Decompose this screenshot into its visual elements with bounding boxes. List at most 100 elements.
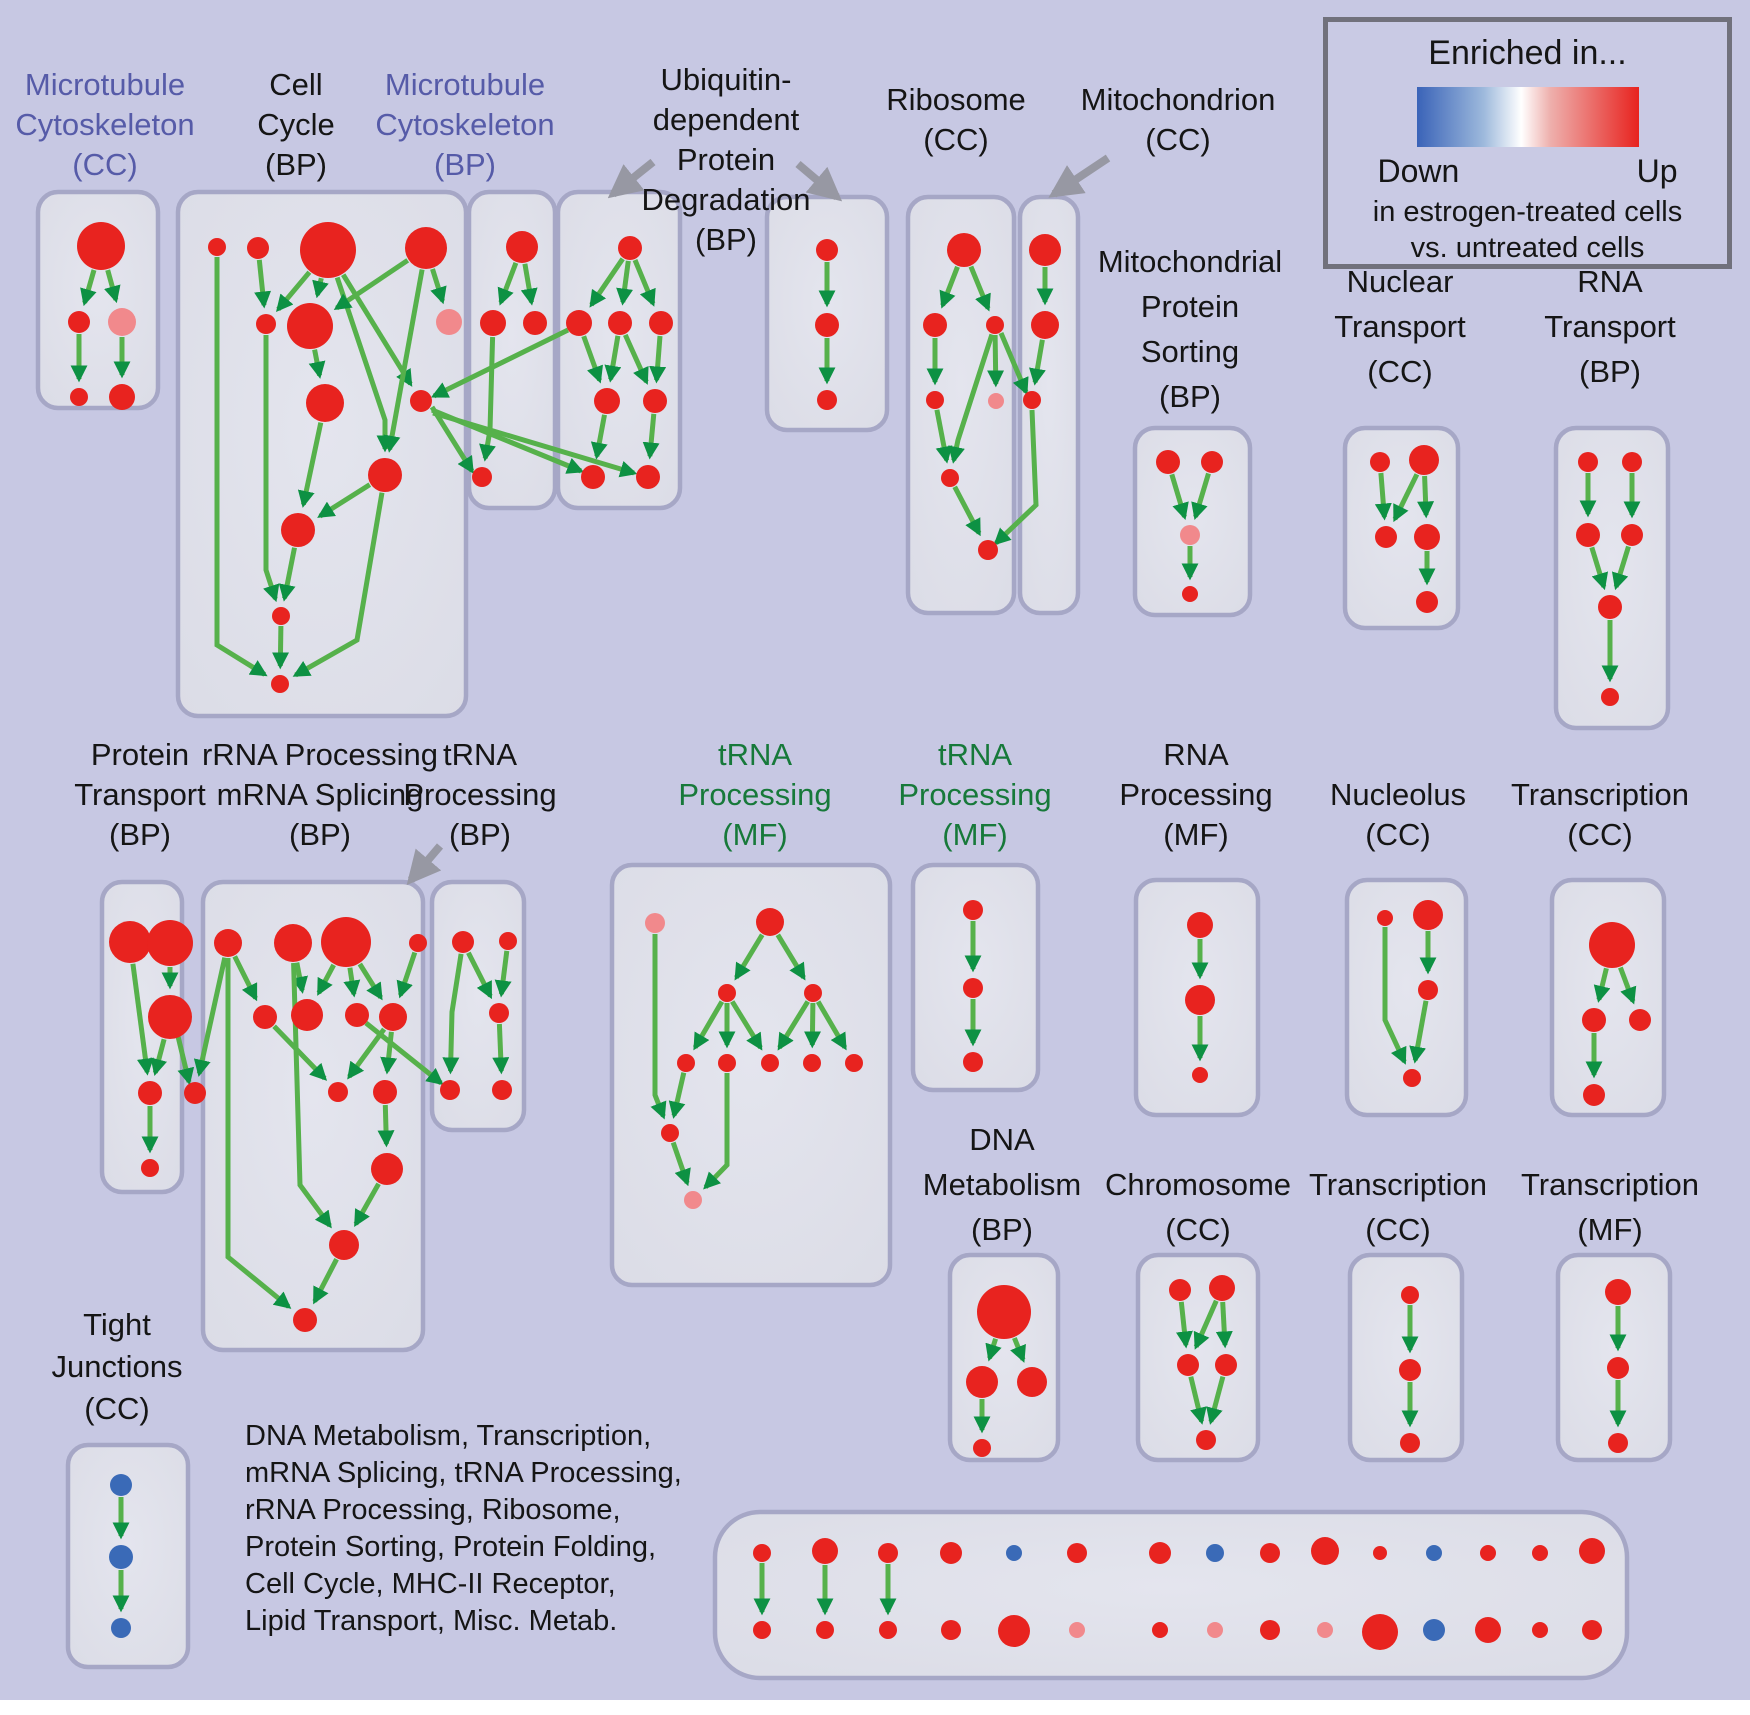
transcription-mf-box [1555,1252,1673,1463]
microtubule-cytoskeleton-bp-node [506,231,538,263]
trna-processing-bp-node [440,1080,460,1100]
cell-cycle-bp-node [300,222,356,278]
microtubule-cytoskeleton-bp-label: Microtubule [385,67,545,102]
transcription-cc-2-node [1399,1359,1421,1381]
dna-metabolism-bp-node [1017,1367,1047,1397]
transcription-cc-2-node [1401,1286,1419,1304]
misc-terms-box-node [1207,1622,1223,1638]
cell-cycle-bp-node [271,675,289,693]
trna-processing-mf-1-edge [734,933,765,981]
rna-transport-bp-node [1576,523,1600,547]
chromosome-cc-node [1177,1354,1199,1376]
cross-cluster-edge [998,332,1029,396]
transcription-cc-1-edge [1593,967,1611,1003]
microtubule-cytoskeleton-cc-edge [104,269,121,304]
note-line: Cell Cycle, MHC-II Receptor, [245,1568,616,1600]
cell-cycle-bp-edge [263,335,280,603]
chromosome-cc-edge [1188,1376,1207,1425]
trna-processing-mf-1-node [661,1124,679,1142]
chromosome-cc-edge [1176,1301,1193,1349]
rrna-processing-mrna-splicing-bp-edge [312,1258,339,1305]
cell-cycle-bp-node [281,513,315,547]
protein-transport-bp-edge [130,963,154,1076]
tight-junctions-cc-label: Junctions [52,1349,183,1384]
trna-processing-bp-node [452,931,474,953]
chromosome-cc-node [1196,1430,1216,1450]
rna-transport-bp-node [1622,452,1642,472]
dna-metabolism-bp-box [947,1252,1061,1463]
trna-processing-mf-2-label: tRNA [938,737,1012,772]
misc-terms-box-node [1426,1545,1442,1561]
mitochondrial-protein-sorting-bp-label: Protein [1141,289,1239,324]
ubiquitin-dependent-protein-degradation-bp-edge [623,333,649,385]
microtubule-cytoskeleton-bp-node [523,311,547,335]
nucleolus-cc-node [1403,1069,1421,1087]
trna-processing-mf-1-edge [815,1000,848,1051]
trna-processing-mf-2-node [963,900,983,920]
legend-up-label: Up [1636,153,1678,189]
rna-transport-bp-edge [1611,545,1631,591]
cell-cycle-bp-node [256,314,276,334]
rrna-processing-mrna-splicing-bp-node [184,1082,206,1104]
trna-processing-mf-1-edge [670,1141,691,1187]
protein-transport-bp-node [147,920,193,966]
misc-terms-box-node [753,1621,771,1639]
cell-cycle-bp-edge [292,492,385,678]
trna-processing-bp-node [499,932,517,950]
ubiquitin-dependent-protein-degradation-bp-label: Ubiquitin- [661,62,792,97]
mitochondrion-cc-edge [1029,339,1046,386]
legend-box: Enriched in... Down Up in estrogen-treat… [1323,17,1732,269]
trna-processing-bp-node [492,1080,512,1100]
nuclear-transport-cc-label: Transport [1334,309,1466,344]
ubiquitin-dependent-protein-degradation-bp-edge [649,335,667,384]
trna-processing-mf-1-node [761,1054,779,1072]
nucleolus-cc-node [1418,980,1438,1000]
ribosome-cc-edge [948,333,995,464]
rrna-processing-mrna-splicing-bp-node [253,1005,277,1029]
cell-cycle-bp-edge [333,258,410,311]
legend-title: Enriched in... [1428,34,1627,72]
protein-transport-bp-node [109,921,151,963]
ribosome-cc-node [941,469,959,487]
misc-terms-box-node [941,1620,961,1640]
rrna-processing-mrna-splicing-bp-edge [396,951,418,999]
rrna-processing-mrna-splicing-bp-node [321,917,371,967]
ribosome-cc-node [947,233,981,267]
transcription-cc-1-node [1582,1008,1606,1032]
trna-processing-bp-edge [442,953,464,1075]
ubiquitin-dependent-protein-degradation-bp-label: dependent [653,102,800,137]
rrna-processing-mrna-splicing-bp-node [345,1003,369,1027]
rna-processing-mf-label: RNA [1163,737,1229,772]
mitochondrion-cc-node [1023,391,1041,409]
nuclear-transport-cc-node [1416,591,1438,613]
legend-subline-1: in estrogen-treated cells [1372,196,1683,228]
cell-cycle-bp-node [287,303,333,349]
protein-transport-bp-label: Protein [91,737,189,772]
legend-gradient-bar [1416,87,1639,147]
cell-cycle-bp-edge [297,422,324,508]
microtubule-cytoskeleton-bp-edge [520,263,538,306]
trna-processing-mf-1-node [718,1054,736,1072]
mitochondrial-protein-sorting-bp-edge [1169,473,1189,521]
ubiquitin-dependent-protein-degradation-bp-edge [589,257,625,308]
dna-metabolism-bp-label: DNA [969,1122,1035,1157]
ribosome-cc-edge [968,265,991,312]
mitochondrion-cc-node [1031,311,1059,339]
dna-metabolism-bp-edge [1010,1337,1026,1363]
note-line: DNA Metabolism, Transcription, [245,1420,652,1452]
chromosome-cc-edge [1206,1375,1226,1425]
trna-processing-mf-1-label: tRNA [718,737,792,772]
cell-cycle-bp-edge [308,349,326,379]
nucleolus-cc-edge [1409,1000,1429,1064]
protein-transport-bp-node [138,1081,162,1105]
microtubule-cytoskeleton-cc-node [68,311,90,333]
rna-transport-bp-box [1553,425,1671,731]
misc-terms-box-node [1311,1537,1339,1565]
nuclear-transport-cc-node [1375,526,1397,548]
rna-transport-bp-label: RNA [1577,264,1643,299]
cell-cycle-bp-edge [430,268,447,305]
transcription-mf-node [1607,1357,1629,1379]
transcription-mf-label: (MF) [1577,1212,1642,1247]
misc-terms-box-node [1149,1542,1171,1564]
chromosome-cc-node [1209,1275,1235,1301]
